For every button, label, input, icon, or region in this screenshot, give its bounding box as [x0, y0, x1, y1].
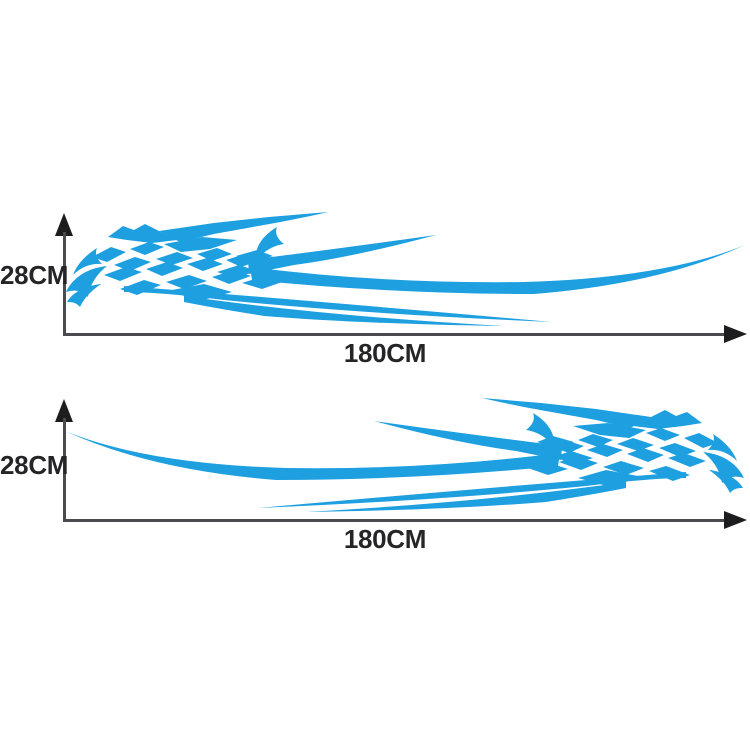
right-arrowhead-icon	[724, 325, 747, 343]
decal-graphic-bottom-mirrored	[65, 398, 744, 512]
height-dimension-label: 28CM	[0, 260, 69, 290]
vertical-dimension-line	[63, 418, 66, 521]
width-dimension-label: 180CM	[343, 524, 427, 554]
dimension-panel-bottom: 28CM 180CM	[0, 186, 750, 561]
horizontal-dimension-line	[63, 333, 727, 336]
width-dimension-label: 180CM	[343, 338, 427, 368]
up-arrowhead-icon	[55, 213, 73, 236]
right-arrowhead-icon	[724, 511, 747, 529]
dimension-panel-top: 28CM 180CM	[0, 212, 747, 368]
up-arrowhead-icon	[55, 399, 73, 422]
vertical-dimension-line	[63, 232, 66, 335]
height-dimension-label: 28CM	[0, 450, 69, 480]
horizontal-dimension-line	[63, 519, 727, 522]
